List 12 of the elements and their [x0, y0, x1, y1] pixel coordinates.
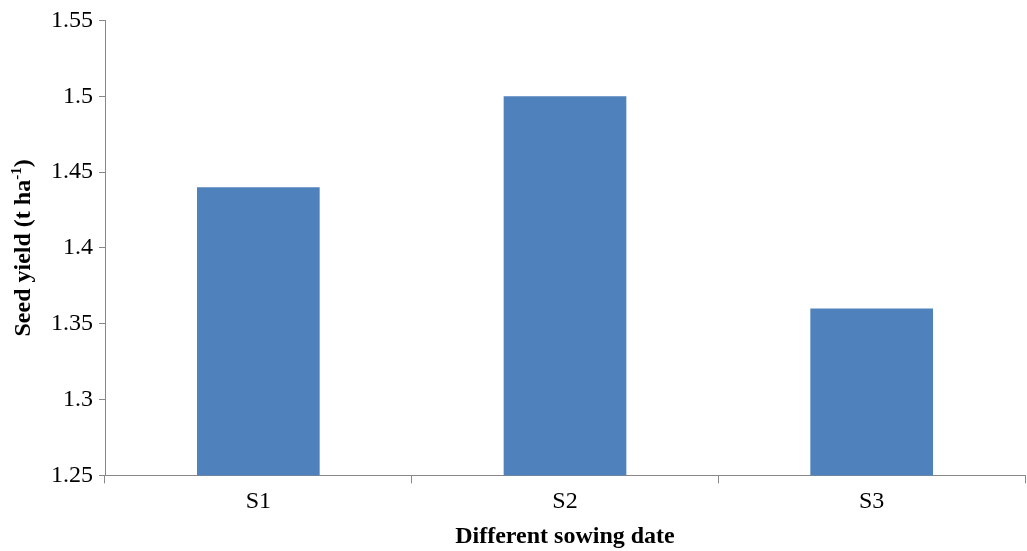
y-tick-label: 1.45 [51, 157, 93, 184]
y-tick-label: 1.4 [63, 233, 93, 260]
x-tick-label: S3 [858, 487, 885, 514]
y-tick-label: 1.55 [51, 5, 93, 32]
y-tick-label: 1.25 [51, 460, 93, 487]
y-tick-label: 1.3 [63, 384, 93, 411]
x-axis-title: Different sowing date [455, 521, 676, 548]
y-axis-title: Seed yield (t ha-1) [8, 159, 35, 337]
x-tick-label: S2 [552, 487, 578, 514]
y-tick-label: 1.5 [63, 81, 93, 108]
y-tick-label: 1.35 [51, 309, 93, 336]
x-tick-label: S1 [245, 487, 272, 514]
